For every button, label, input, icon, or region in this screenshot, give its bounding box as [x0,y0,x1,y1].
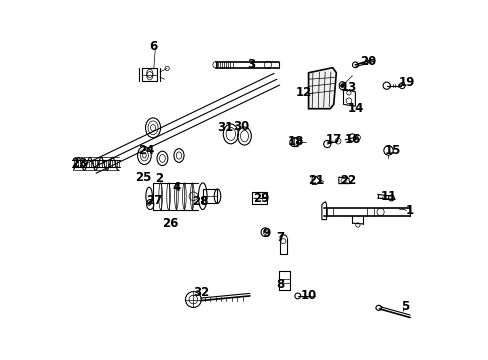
Text: 16: 16 [344,133,360,146]
Text: 9: 9 [262,227,270,240]
Text: 20: 20 [360,55,376,68]
Text: 28: 28 [192,195,208,208]
Text: 4: 4 [172,181,181,194]
Text: 19: 19 [398,76,415,89]
Text: 5: 5 [400,300,408,313]
Text: 14: 14 [346,102,363,114]
Text: 27: 27 [145,194,162,207]
Text: 29: 29 [253,192,269,205]
Bar [251,192,266,204]
Text: 26: 26 [162,217,179,230]
Text: 21: 21 [307,174,323,186]
Text: 12: 12 [295,86,311,99]
Text: 1: 1 [405,204,412,217]
Circle shape [340,84,344,87]
Text: 18: 18 [287,135,303,148]
Text: 30: 30 [233,120,249,133]
Text: 23: 23 [71,157,87,170]
Text: 13: 13 [340,81,356,94]
Text: 7: 7 [276,231,284,244]
Text: 31: 31 [217,121,233,134]
Polygon shape [308,68,336,109]
Text: 17: 17 [325,133,341,146]
Text: 10: 10 [301,289,317,302]
Text: 15: 15 [384,144,400,157]
Text: 11: 11 [380,190,396,203]
Text: 25: 25 [135,171,151,184]
Bar [203,189,217,203]
Text: 22: 22 [339,174,356,187]
Text: 6: 6 [149,40,158,53]
Text: 3: 3 [246,58,255,71]
Text: 8: 8 [276,278,284,291]
Text: 32: 32 [193,286,209,299]
Text: 24: 24 [138,144,154,157]
Text: 2: 2 [154,172,163,185]
